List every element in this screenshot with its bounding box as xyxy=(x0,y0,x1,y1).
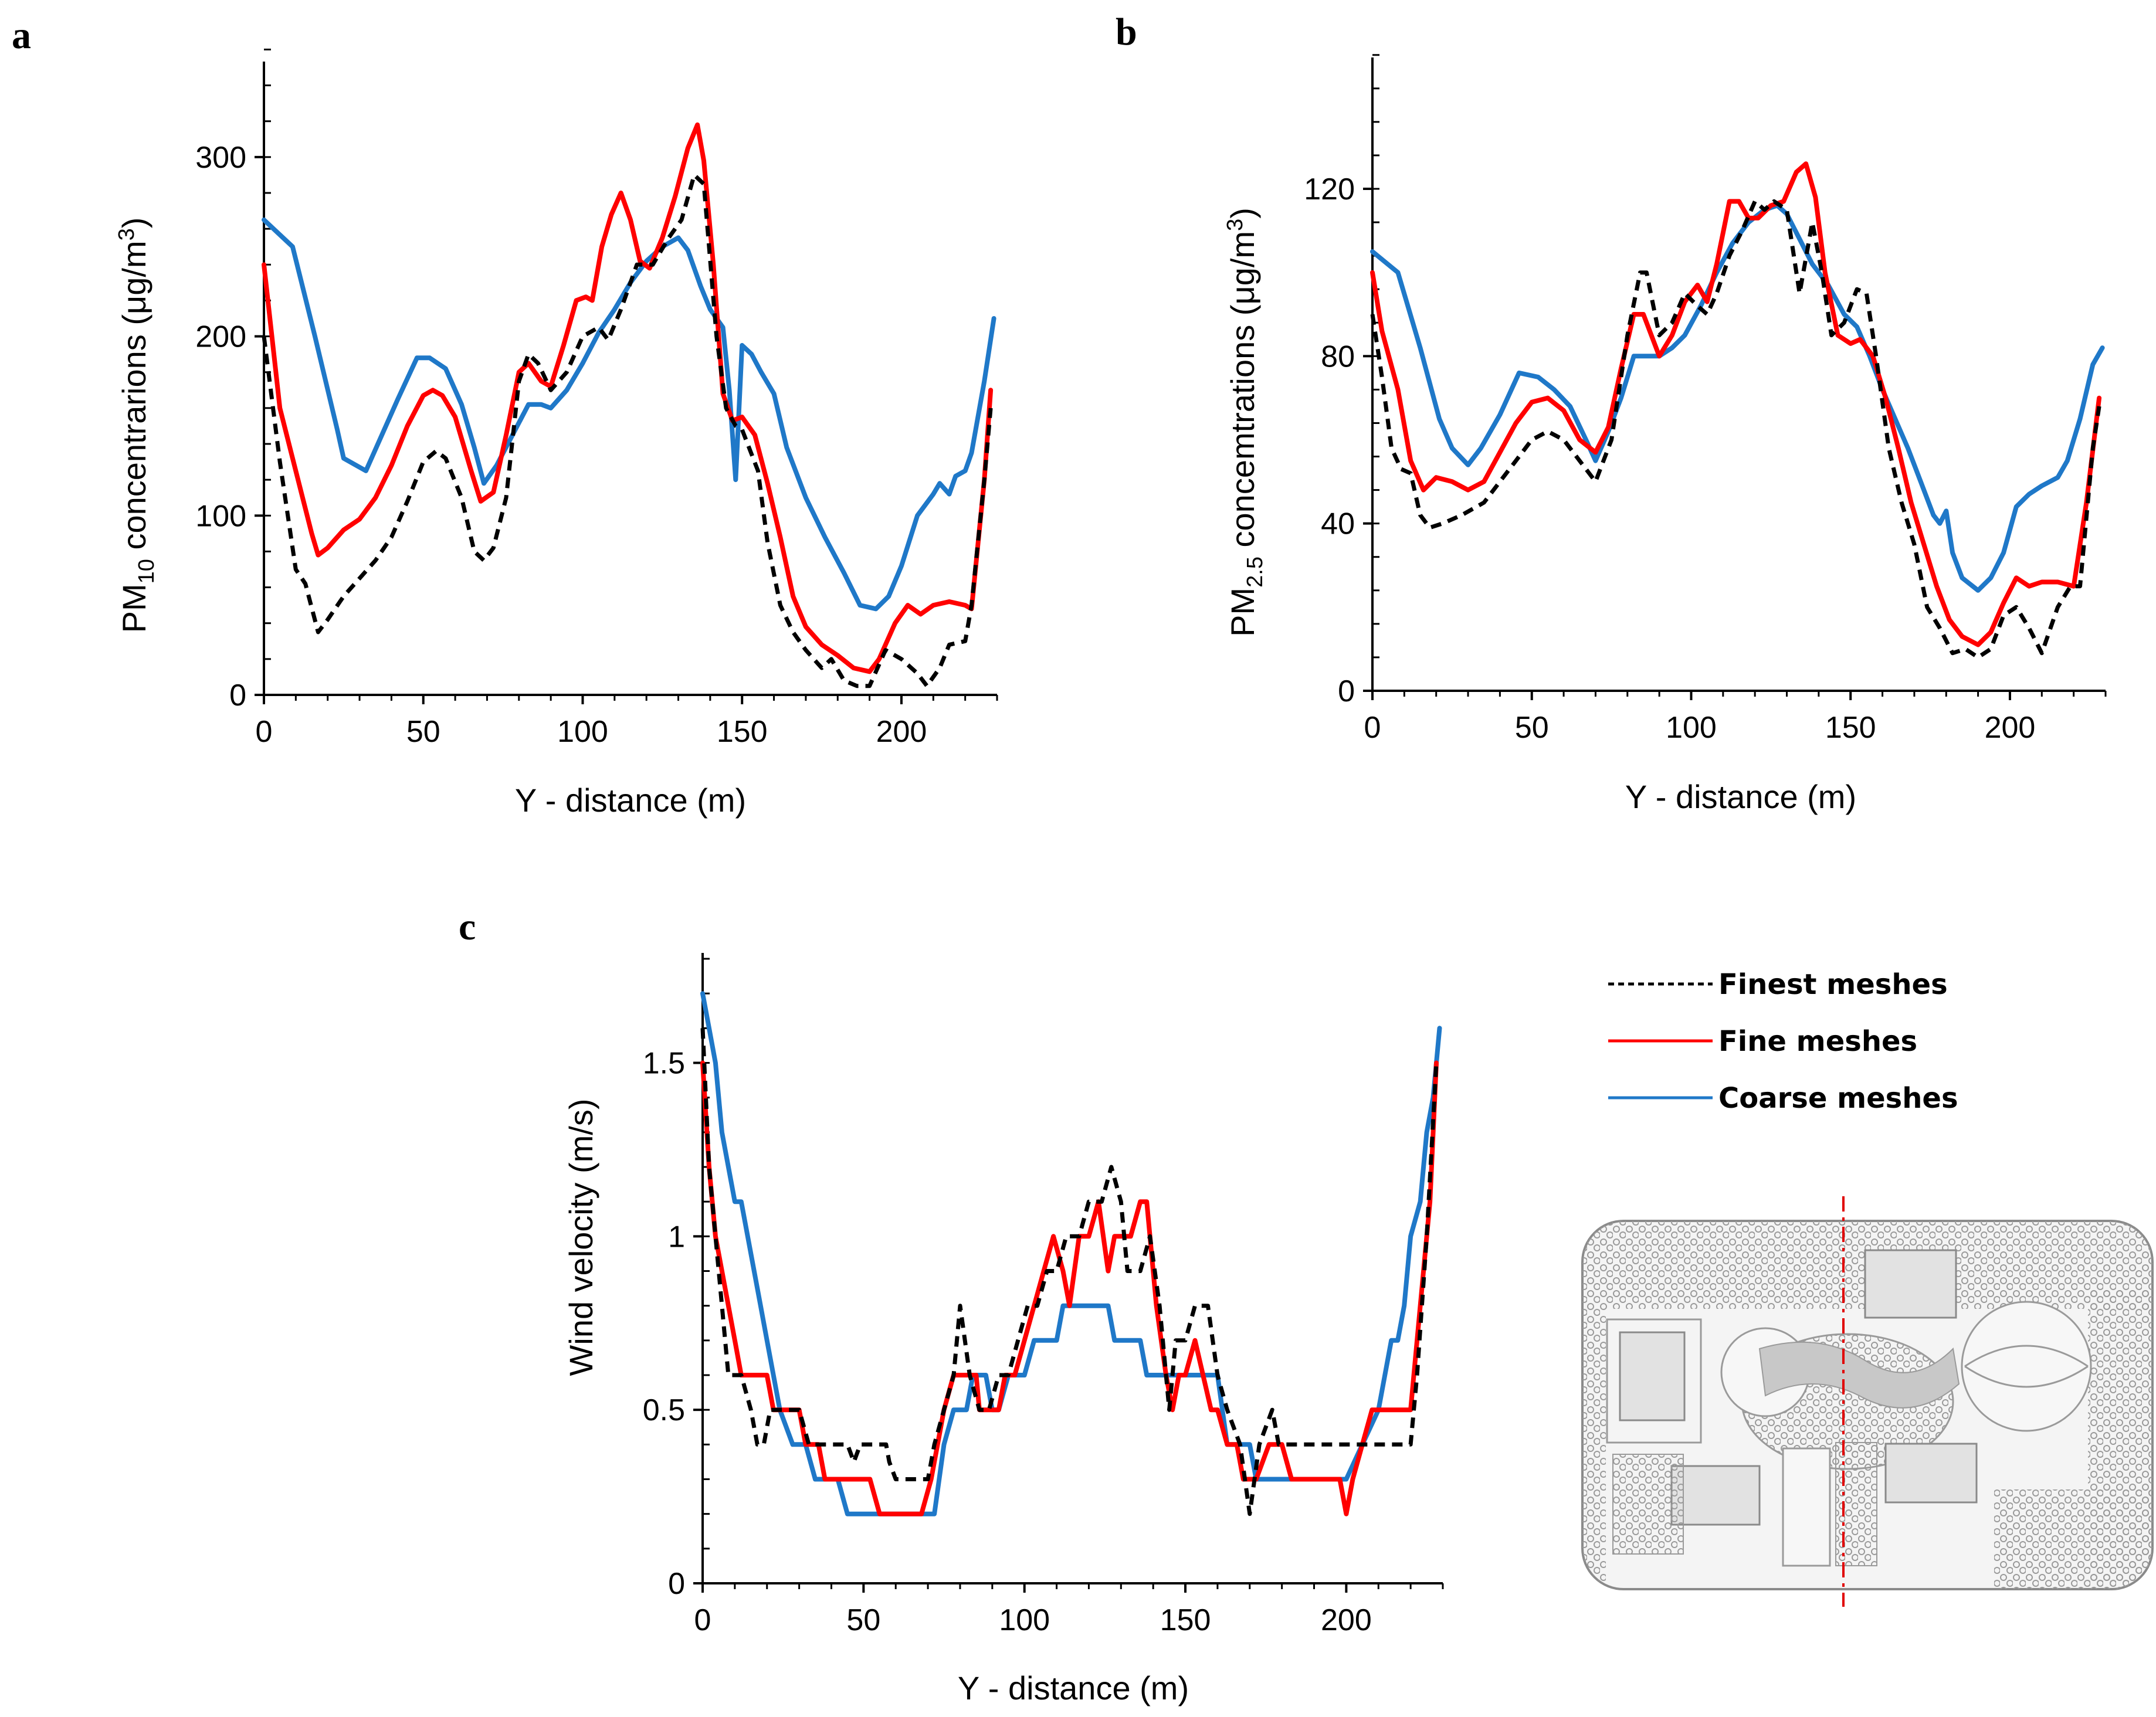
legend-label-finest: Finest meshes xyxy=(1718,968,1948,1001)
chart-c-y-tick-label: 0 xyxy=(668,1567,685,1601)
chart-a-x-tick-label: 200 xyxy=(876,715,927,749)
panel-label-c: c xyxy=(459,905,476,948)
chart-b-y-tick-label: 80 xyxy=(1321,340,1355,374)
chart-b-x-tick-label: 100 xyxy=(1666,711,1717,745)
chart-a-axes: 0 100 200 300 0 50 100 150 200 xyxy=(195,48,998,749)
chart-a-xlabel: Y - distance (m) xyxy=(515,782,746,819)
building-4 xyxy=(1884,1443,1978,1504)
vegetation-left xyxy=(1582,1309,1606,1589)
panel-label-a: a xyxy=(12,14,31,57)
legend: Finest meshes Fine meshes Coarse meshes xyxy=(1608,968,1958,1115)
chart-a-x-tick-label: 100 xyxy=(557,715,608,749)
chart-c-x-tick-label: 200 xyxy=(1321,1603,1372,1637)
chart-c-wind: 0 0.5 1 1.5 0 50 100 150 200 Y - distance (m) Wi… xyxy=(562,953,1444,1706)
chart-b-y-tick-label: 0 xyxy=(1338,674,1355,708)
chart-b-axes: 0 40 80 120 0 50 100 150 200 xyxy=(1304,54,2107,745)
chart-a-x-tick-label: 150 xyxy=(717,715,768,749)
chart-b-xlabel: Y - distance (m) xyxy=(1625,778,1856,815)
building-2 xyxy=(1619,1331,1686,1421)
chart-a-x-tick-label: 50 xyxy=(406,715,440,749)
chart-a-y-tick-label: 300 xyxy=(195,141,246,175)
chart-c-ylabel: Wind velocity (m/s) xyxy=(562,1099,599,1376)
chart-a-ylabel: PM10 concentrarions (μg/m3) xyxy=(114,218,159,633)
chart-b-pm25: 0 40 80 120 0 50 100 150 200 Y - distance (m) PM… xyxy=(1223,54,2107,815)
chart-b-series-finest xyxy=(1370,199,2101,660)
chart-c-series xyxy=(700,991,1442,1516)
vegetation-bottom-right xyxy=(1994,1489,2152,1589)
plaza-arc xyxy=(1964,1345,2089,1388)
grey-walkway xyxy=(1758,1341,1960,1409)
lot-bottom-mid xyxy=(1782,1447,1831,1567)
chart-a-series-coarse xyxy=(262,217,996,612)
chart-b-x-tick-label: 0 xyxy=(1364,711,1381,745)
legend-label-fine: Fine meshes xyxy=(1718,1025,1917,1058)
chart-b-y-tick-label: 40 xyxy=(1321,507,1355,541)
chart-c-xlabel: Y - distance (m) xyxy=(958,1670,1189,1706)
lot-bottom-left xyxy=(1612,1454,1684,1555)
chart-a-series xyxy=(262,122,996,688)
chart-c-x-tick-label: 100 xyxy=(999,1603,1050,1637)
plaza-circle-right xyxy=(1961,1301,2092,1432)
courtyard-left xyxy=(1606,1318,1702,1444)
chart-c-x-tick-label: 0 xyxy=(694,1603,711,1637)
chart-b-y-tick-label: 120 xyxy=(1304,172,1355,206)
chart-b-series-coarse xyxy=(1370,203,2105,593)
chart-c-x-tick-label: 50 xyxy=(846,1603,880,1637)
site-plan-map xyxy=(1581,1196,2154,1607)
chart-c-series-finest xyxy=(700,1028,1439,1516)
chart-b-ylabel: PM2.5 concemtrations (μg/m3) xyxy=(1223,208,1267,637)
panel-label-b: b xyxy=(1116,11,1137,53)
chart-a-y-tick-label: 200 xyxy=(195,320,246,354)
legend-label-coarse: Coarse meshes xyxy=(1718,1082,1958,1115)
chart-c-y-tick-label: 0.5 xyxy=(643,1393,685,1427)
chart-a-x-tick-label: 0 xyxy=(256,715,273,749)
chart-b-series xyxy=(1370,161,2105,660)
chart-b-x-tick-label: 150 xyxy=(1825,711,1876,745)
chart-a-y-tick-label: 0 xyxy=(229,678,246,712)
lot-bottom-center xyxy=(1835,1442,1877,1566)
building-1 xyxy=(1864,1249,1957,1319)
chart-b-x-tick-label: 200 xyxy=(1985,711,2036,745)
chart-a-y-tick-label: 100 xyxy=(195,499,246,533)
chart-c-series-coarse xyxy=(700,991,1442,1516)
chart-c-y-tick-label: 1.5 xyxy=(643,1047,685,1081)
building-3 xyxy=(1670,1465,1761,1526)
chart-b-x-tick-label: 50 xyxy=(1515,711,1549,745)
chart-a-series-finest xyxy=(262,172,993,688)
chart-c-y-tick-label: 1 xyxy=(668,1220,685,1254)
chart-c-x-tick-label: 150 xyxy=(1160,1603,1211,1637)
chart-c-axes: 0 0.5 1 1.5 0 50 100 150 200 xyxy=(643,953,1444,1637)
chart-a-series-fine xyxy=(262,122,994,674)
